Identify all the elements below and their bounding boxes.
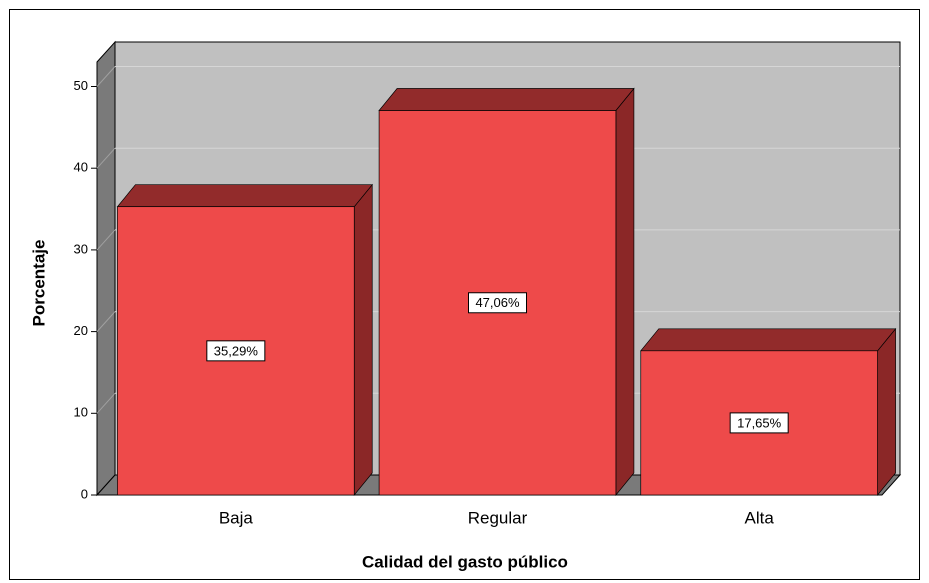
value-label: 35,29% bbox=[214, 343, 259, 358]
grid-line-side bbox=[96, 392, 116, 414]
bar-top bbox=[378, 88, 635, 111]
value-label-box bbox=[206, 340, 266, 362]
bar-top bbox=[116, 184, 373, 208]
bar-side bbox=[615, 87, 635, 496]
grid-line-side bbox=[96, 147, 116, 169]
y-tick-label: 0 bbox=[81, 486, 88, 501]
x-axis-title: Calidad del gasto público bbox=[362, 552, 568, 571]
x-tick-label: Alta bbox=[745, 508, 775, 527]
bar-side bbox=[353, 183, 373, 496]
y-tick-label: 10 bbox=[74, 405, 88, 420]
bar-top bbox=[640, 328, 897, 352]
x-tick-label: Regular bbox=[468, 508, 528, 527]
y-tick-label: 40 bbox=[74, 160, 88, 175]
y-tick-label: 30 bbox=[74, 241, 88, 256]
y-tick-label: 50 bbox=[74, 78, 88, 93]
x-tick-label: Baja bbox=[219, 508, 254, 527]
value-label: 17,65% bbox=[737, 415, 782, 430]
bar-side bbox=[877, 327, 896, 496]
grid-line-side bbox=[96, 229, 116, 251]
value-label-box bbox=[729, 412, 789, 434]
y-axis-title: Porcentaje bbox=[29, 240, 48, 327]
grid-line-side bbox=[96, 311, 116, 332]
y-tick-label: 20 bbox=[74, 323, 88, 338]
value-label: 47,06% bbox=[475, 295, 520, 310]
grid-line-side bbox=[96, 66, 116, 87]
value-label-box bbox=[468, 292, 527, 314]
left-wall bbox=[96, 40, 116, 497]
